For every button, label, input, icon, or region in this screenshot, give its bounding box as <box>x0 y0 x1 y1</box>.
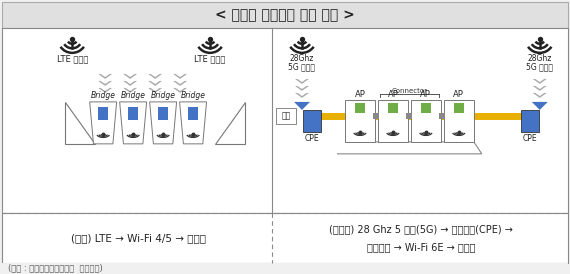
Polygon shape <box>173 88 187 93</box>
Bar <box>355 103 365 113</box>
Polygon shape <box>180 102 206 144</box>
Polygon shape <box>148 81 162 86</box>
Polygon shape <box>123 88 137 93</box>
Text: LTE 기지국: LTE 기지국 <box>194 54 226 63</box>
Text: LTE 기지국: LTE 기지국 <box>56 54 88 63</box>
Bar <box>454 103 464 113</box>
Bar <box>378 100 408 142</box>
Polygon shape <box>533 86 547 91</box>
Text: 5G 기지국: 5G 기지국 <box>288 62 315 71</box>
Polygon shape <box>295 86 309 91</box>
Bar <box>521 110 539 132</box>
Bar <box>421 103 431 113</box>
Bar <box>2 263 568 274</box>
Bar <box>188 107 198 120</box>
Bar <box>388 103 398 113</box>
Text: 5G 기지국: 5G 기지국 <box>526 62 553 71</box>
Polygon shape <box>123 74 137 79</box>
Text: (기존) LTE → Wi-Fi 4/5 → 휴대폰: (기존) LTE → Wi-Fi 4/5 → 휴대폰 <box>71 233 206 243</box>
Text: 광케이블 → Wi-Fi 6E → 휴대폰: 광케이블 → Wi-Fi 6E → 휴대폰 <box>367 242 475 252</box>
Text: 유선: 유선 <box>282 111 291 120</box>
Polygon shape <box>98 81 112 86</box>
Polygon shape <box>123 81 137 86</box>
Bar <box>345 100 375 142</box>
Bar <box>439 113 445 119</box>
Polygon shape <box>533 93 547 98</box>
Bar <box>411 100 441 142</box>
Text: Connector: Connector <box>392 88 428 94</box>
Polygon shape <box>65 102 95 144</box>
Text: Bridge: Bridge <box>91 91 116 100</box>
Polygon shape <box>148 74 162 79</box>
Text: Bridge: Bridge <box>150 91 176 100</box>
Polygon shape <box>215 102 245 144</box>
Text: 28Ghz: 28Ghz <box>528 54 552 63</box>
Text: AP: AP <box>421 90 431 99</box>
Bar <box>373 113 380 119</box>
Bar <box>444 100 474 142</box>
Text: AP: AP <box>355 90 365 99</box>
Polygon shape <box>89 102 117 144</box>
Bar <box>276 108 296 124</box>
Bar <box>2 28 568 213</box>
Polygon shape <box>533 79 547 84</box>
Bar <box>158 107 168 120</box>
Polygon shape <box>532 102 548 110</box>
Polygon shape <box>150 102 177 144</box>
Bar <box>303 110 321 132</box>
Polygon shape <box>294 102 310 110</box>
Text: AP: AP <box>453 90 465 99</box>
Text: (그림 : 과학기술정보통신부  보도자료): (그림 : 과학기술정보통신부 보도자료) <box>9 264 103 273</box>
Bar <box>98 107 108 120</box>
Polygon shape <box>295 79 309 84</box>
Bar <box>128 107 138 120</box>
Text: CPE: CPE <box>523 134 537 143</box>
Text: < 지하철 와이파이 구성 비교 >: < 지하철 와이파이 구성 비교 > <box>215 8 355 22</box>
Text: AP: AP <box>388 90 398 99</box>
Polygon shape <box>98 88 112 93</box>
Polygon shape <box>120 102 146 144</box>
Text: Bridge: Bridge <box>181 91 206 100</box>
Polygon shape <box>98 74 112 79</box>
Polygon shape <box>173 74 187 79</box>
Text: Bridge: Bridge <box>121 91 146 100</box>
Polygon shape <box>173 81 187 86</box>
Polygon shape <box>148 88 162 93</box>
Text: (실증망) 28 Ghz 5 세대(5G) → 수신장치(CPE) →: (실증망) 28 Ghz 5 세대(5G) → 수신장치(CPE) → <box>329 224 513 234</box>
Polygon shape <box>295 93 309 98</box>
Bar <box>2 2 568 28</box>
Text: 28Ghz: 28Ghz <box>290 54 314 63</box>
Bar <box>406 113 412 119</box>
Bar <box>2 213 568 263</box>
Text: CPE: CPE <box>304 134 319 143</box>
